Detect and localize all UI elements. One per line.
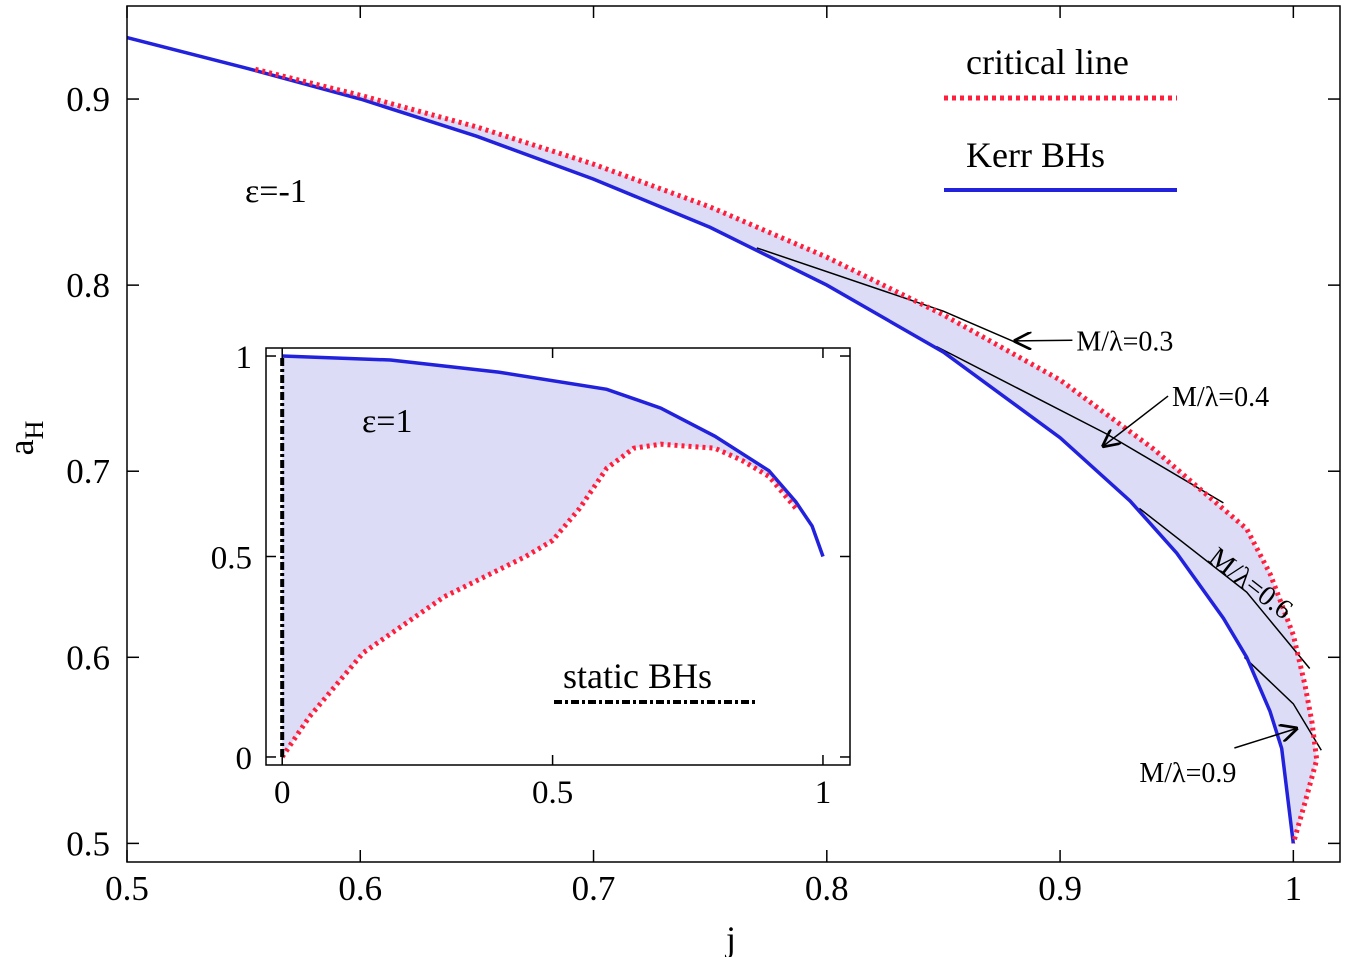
- inset-critical-line: [280, 441, 798, 759]
- main-region-area: [255, 69, 1317, 844]
- y-tick-label: 0.8: [66, 266, 110, 305]
- mass-label: M/λ=0.4: [1172, 382, 1269, 413]
- main-region-fill: [255, 69, 1317, 844]
- inset-epsilon-label: ε=1: [362, 403, 412, 440]
- inset-x-tick-label: 1: [815, 775, 832, 811]
- mass-label: M/λ=0.3: [1076, 326, 1173, 357]
- inset-region-fill: [282, 356, 796, 757]
- y-tick-label: 0.7: [66, 452, 110, 491]
- inset-series: [280, 354, 825, 759]
- x-axis-label: j: [724, 919, 736, 957]
- inset-region-area: [282, 356, 796, 757]
- legend-static-label: static BHs: [563, 656, 712, 696]
- legend-kerr-label: Kerr BHs: [966, 135, 1105, 175]
- y-axis-label-sub: H: [20, 420, 49, 439]
- y-tick-label: 0.5: [66, 824, 110, 863]
- main-epsilon-label: ε=-1: [245, 173, 307, 210]
- inset-plot: 0 0.5 1 0 0.5 1 ε=1 static BHs: [211, 340, 851, 811]
- inset-ticks: 0 0.5 1 0 0.5 1: [211, 340, 850, 811]
- y-axis-label: aH: [1, 420, 49, 455]
- x-tick-label: 0.9: [1038, 869, 1082, 908]
- critical-line: [254, 66, 1320, 845]
- x-tick-label: 0.7: [572, 869, 616, 908]
- main-plot: 0.5 0.6 0.7 0.8 0.9 1 0.5 0.6 0.7 0.8 0.9 j aH ε=-…: [1, 5, 1341, 957]
- y-tick-label: 0.6: [66, 638, 110, 677]
- mass-arrow: [1102, 395, 1169, 447]
- mass-label: M/λ=0.9: [1139, 758, 1236, 789]
- inset-x-tick-label: 0.5: [532, 775, 573, 811]
- kerr-bh-line: [127, 35, 1296, 844]
- inset-legend: static BHs: [554, 656, 756, 704]
- main-frame: [126, 5, 1341, 863]
- x-tick-label: 0.6: [338, 869, 382, 908]
- inset-y-tick-label: 0.5: [211, 541, 252, 577]
- y-tick-label: 0.9: [66, 80, 110, 119]
- inset-kerr-bh-line: [282, 354, 825, 558]
- main-legend: critical line Kerr BHs: [944, 42, 1177, 192]
- x-tick-label: 0.5: [105, 869, 149, 908]
- inset-y-tick-label: 0: [236, 741, 253, 777]
- inset-x-tick-label: 0: [274, 775, 291, 811]
- x-tick-label: 0.8: [805, 869, 849, 908]
- inset-y-tick-label: 1: [236, 340, 253, 376]
- main-series: [127, 35, 1320, 845]
- mass-line-2: [1138, 507, 1311, 669]
- mass-arrow: [1234, 728, 1298, 749]
- main-ticks: 0.5 0.6 0.7 0.8 0.9 1 0.5 0.6 0.7 0.8 0.9: [66, 6, 1340, 908]
- mass-line-0: [756, 247, 1031, 350]
- mass-arrow: [1013, 340, 1073, 341]
- legend-critical-line-label: critical line: [966, 42, 1129, 82]
- y-axis-label-main: a: [1, 439, 41, 455]
- x-tick-label: 1: [1285, 869, 1303, 908]
